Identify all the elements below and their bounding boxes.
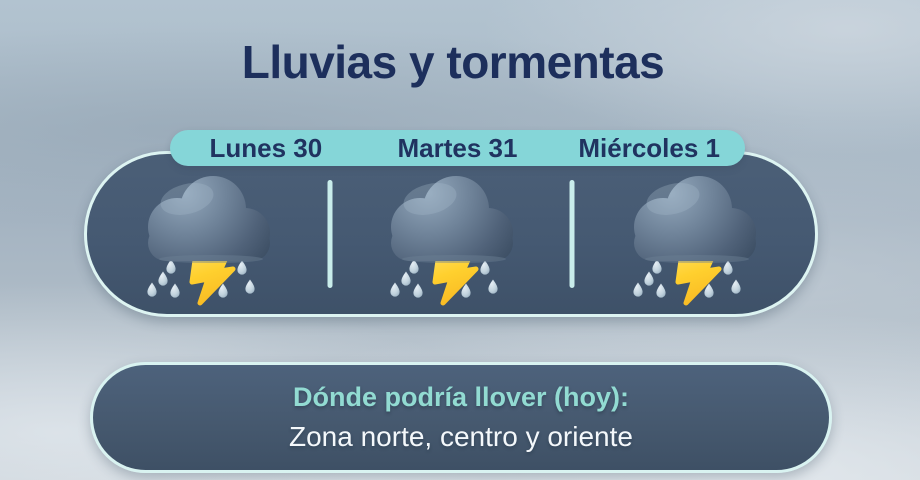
forecast-day-column-miercoles (572, 154, 815, 314)
info-body: Zona norte, centro y oriente (289, 421, 633, 452)
storm-cloud-rain-lightning-icon (133, 167, 283, 307)
day-label-miercoles: Miércoles 1 (578, 133, 720, 163)
day-labels-bar: Lunes 30 Martes 31 Miércoles 1 (170, 130, 745, 166)
forecast-panel (84, 151, 818, 317)
storm-cloud-rain-lightning-icon (376, 167, 526, 307)
storm-cloud-rain-lightning-icon (619, 167, 769, 307)
forecast-day-column-lunes (87, 154, 330, 314)
day-label-martes: Martes 31 (397, 133, 518, 163)
day-label-lunes: Lunes 30 (209, 133, 323, 163)
info-heading: Dónde podría llover (hoy): (292, 382, 629, 412)
info-panel: Dónde podría llover (hoy): Zona norte, c… (90, 362, 832, 473)
page-title: Lluvias y tormentas (241, 35, 665, 88)
forecast-day-column-martes (330, 154, 573, 314)
